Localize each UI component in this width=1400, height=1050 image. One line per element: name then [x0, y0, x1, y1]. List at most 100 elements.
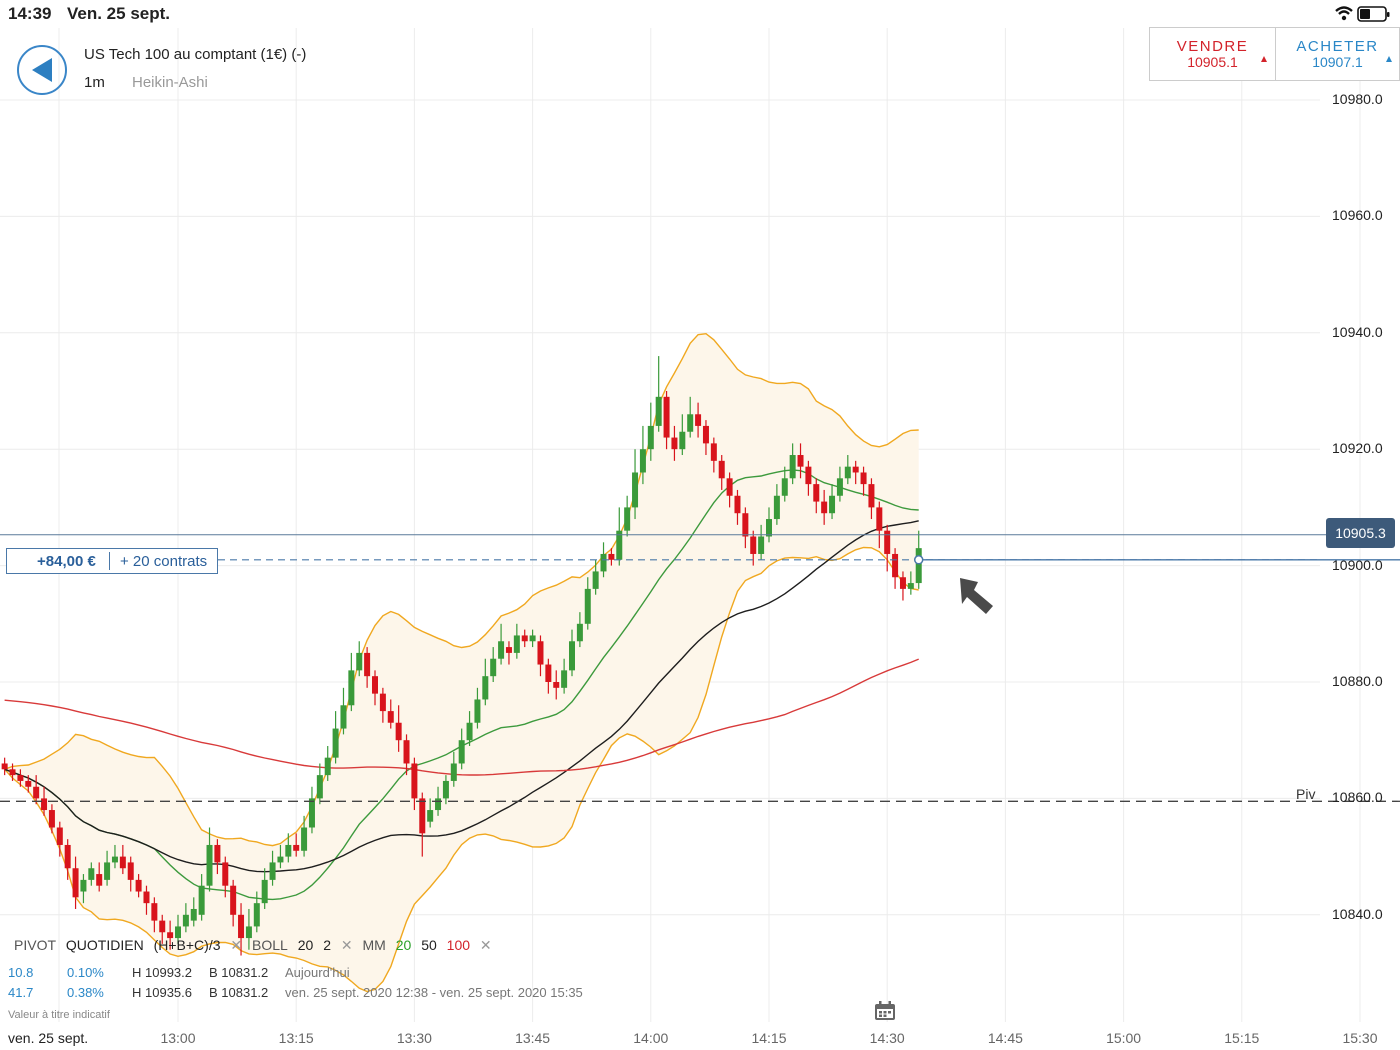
candle-body	[773, 495, 780, 520]
mm-period-1: 20	[395, 937, 412, 953]
divider	[109, 552, 110, 570]
remove-boll-icon[interactable]: ✕	[340, 937, 353, 953]
status-icons	[1334, 4, 1392, 29]
chart-type-selector[interactable]: Heikin-Ashi	[132, 74, 208, 91]
candle	[238, 903, 245, 956]
candle	[616, 507, 623, 566]
candle	[466, 711, 473, 747]
candle-body	[498, 641, 505, 659]
candle	[505, 641, 512, 665]
candle-body	[553, 682, 560, 688]
candle	[64, 839, 71, 880]
candle	[56, 821, 63, 857]
candle-body	[395, 722, 402, 741]
candle-body	[411, 763, 418, 799]
candle-body	[379, 693, 386, 712]
bollinger-lower	[4, 546, 919, 993]
position-badge[interactable]: +84,00 € + 20 contrats	[6, 548, 218, 574]
candle-body	[245, 926, 252, 939]
back-arrow-icon	[32, 58, 52, 82]
candle-body	[624, 507, 631, 531]
candle-body	[545, 664, 552, 682]
status-time: 14:39	[8, 4, 52, 23]
boll-indicator-name: BOLL	[252, 937, 288, 953]
candle-body	[474, 699, 481, 723]
y-tick-label: 10900.0	[1332, 556, 1383, 573]
candle-body	[9, 769, 16, 776]
x-tick-label: 13:15	[278, 1030, 314, 1046]
pivot-indicator-name: PIVOT	[14, 937, 57, 953]
stat-change-pct: 0.10%	[67, 965, 104, 980]
candle	[96, 862, 103, 892]
position-pl: +84,00 €	[37, 553, 96, 570]
candle-body	[151, 903, 158, 921]
candle	[647, 402, 654, 461]
x-tick-label: 15:30	[1342, 1030, 1378, 1046]
remove-mm-icon[interactable]: ✕	[479, 937, 492, 953]
candle	[348, 652, 355, 712]
candle	[789, 443, 796, 485]
pivot-label: Piv	[1296, 786, 1316, 802]
candle-body	[758, 536, 765, 554]
candle-body	[529, 635, 536, 642]
x-tick-label: 13:45	[515, 1030, 551, 1046]
candle-body	[301, 827, 308, 851]
candle-body	[836, 478, 843, 496]
candle	[639, 425, 646, 485]
candle-body	[293, 844, 300, 851]
candle-body	[182, 914, 189, 927]
candle	[513, 623, 520, 659]
candle-body	[726, 478, 733, 496]
candle-body	[56, 827, 63, 845]
instrument-title: US Tech 100 au comptant (1€) (-)	[84, 46, 307, 63]
candle-body	[513, 635, 520, 653]
candle	[899, 571, 906, 601]
candle	[159, 914, 166, 944]
up-arrow-icon	[1386, 56, 1392, 62]
candle	[72, 856, 79, 909]
candle-body	[600, 553, 607, 572]
candle-body	[372, 676, 378, 694]
candle-body	[458, 740, 465, 764]
candle-body	[805, 466, 812, 485]
candle-body	[387, 711, 394, 723]
remove-pivot-icon[interactable]: ✕	[230, 937, 243, 953]
candle	[624, 495, 631, 537]
candle	[490, 647, 497, 682]
candle-body	[175, 926, 181, 939]
bollinger-upper	[4, 332, 919, 847]
buy-button[interactable]: ACHETER 10907.1	[1275, 28, 1400, 80]
candle	[269, 850, 276, 886]
y-tick-label: 10880.0	[1332, 673, 1383, 689]
sell-button[interactable]: VENDRE 10905.1	[1150, 28, 1276, 80]
candle-body	[852, 466, 859, 473]
calendar-icon[interactable]	[874, 1001, 896, 1021]
candle	[41, 786, 48, 816]
position-contracts: + 20 contrats	[120, 553, 208, 570]
bollinger-band-fill	[4, 333, 919, 992]
timeframe-selector[interactable]: 1m	[84, 74, 105, 91]
candle	[88, 862, 95, 886]
candle-body	[899, 577, 906, 589]
candle	[876, 501, 883, 549]
candle	[632, 449, 639, 520]
candle	[450, 751, 457, 787]
candle	[387, 699, 394, 729]
candle-body	[64, 844, 71, 869]
back-button[interactable]	[17, 45, 67, 95]
candle	[190, 897, 197, 927]
candle	[135, 874, 142, 898]
candle	[750, 530, 757, 566]
candle-body	[868, 484, 875, 508]
candle	[17, 769, 24, 787]
candle	[521, 629, 528, 648]
candle	[104, 850, 111, 886]
pivot-type[interactable]: QUOTIDIEN	[65, 937, 144, 953]
candle	[324, 746, 331, 781]
candle	[702, 420, 709, 456]
current-price-badge: 10905.3	[1326, 518, 1395, 548]
candle	[379, 687, 386, 723]
candle	[474, 687, 481, 729]
candle-body	[348, 670, 355, 706]
